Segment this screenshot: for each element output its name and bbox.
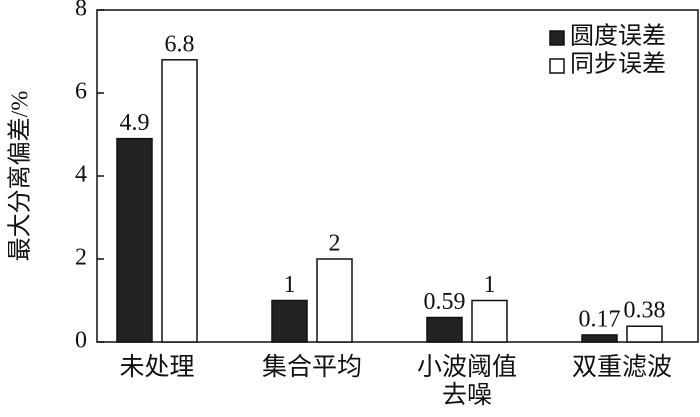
bar <box>316 258 353 343</box>
x-tick-label: 集合平均 <box>262 354 363 381</box>
bar <box>271 299 308 343</box>
y-tick-label: 2 <box>75 245 87 271</box>
value-label: 1 <box>484 272 496 298</box>
legend-label: 圆度误差 <box>570 23 666 50</box>
bar <box>471 299 508 343</box>
value-label: 0.59 <box>424 289 466 315</box>
bar <box>581 334 618 343</box>
legend-swatch <box>549 30 565 46</box>
bar <box>626 325 663 343</box>
value-label: 0.17 <box>579 306 621 332</box>
x-tick-label: 双重滤波 <box>572 354 673 381</box>
legend-label: 同步误差 <box>570 51 666 78</box>
y-tick-label: 8 <box>75 0 87 22</box>
value-label: 6.8 <box>165 31 195 57</box>
y-axis-label: 最大分离偏差/% <box>7 91 34 262</box>
y-tick-label: 0 <box>75 328 87 354</box>
value-label: 2 <box>329 231 341 257</box>
y-tick-label: 6 <box>75 79 87 105</box>
bar <box>161 59 198 343</box>
value-label: 0.38 <box>624 298 666 324</box>
bar <box>426 316 463 343</box>
x-tick-label: 小波阈值去噪 <box>417 354 518 409</box>
value-label: 1 <box>284 272 296 298</box>
legend-swatch <box>549 58 565 74</box>
value-label: 4.9 <box>120 110 150 136</box>
x-tick-label: 未处理 <box>119 354 195 381</box>
bar <box>116 137 153 343</box>
y-tick-label: 4 <box>75 162 87 188</box>
